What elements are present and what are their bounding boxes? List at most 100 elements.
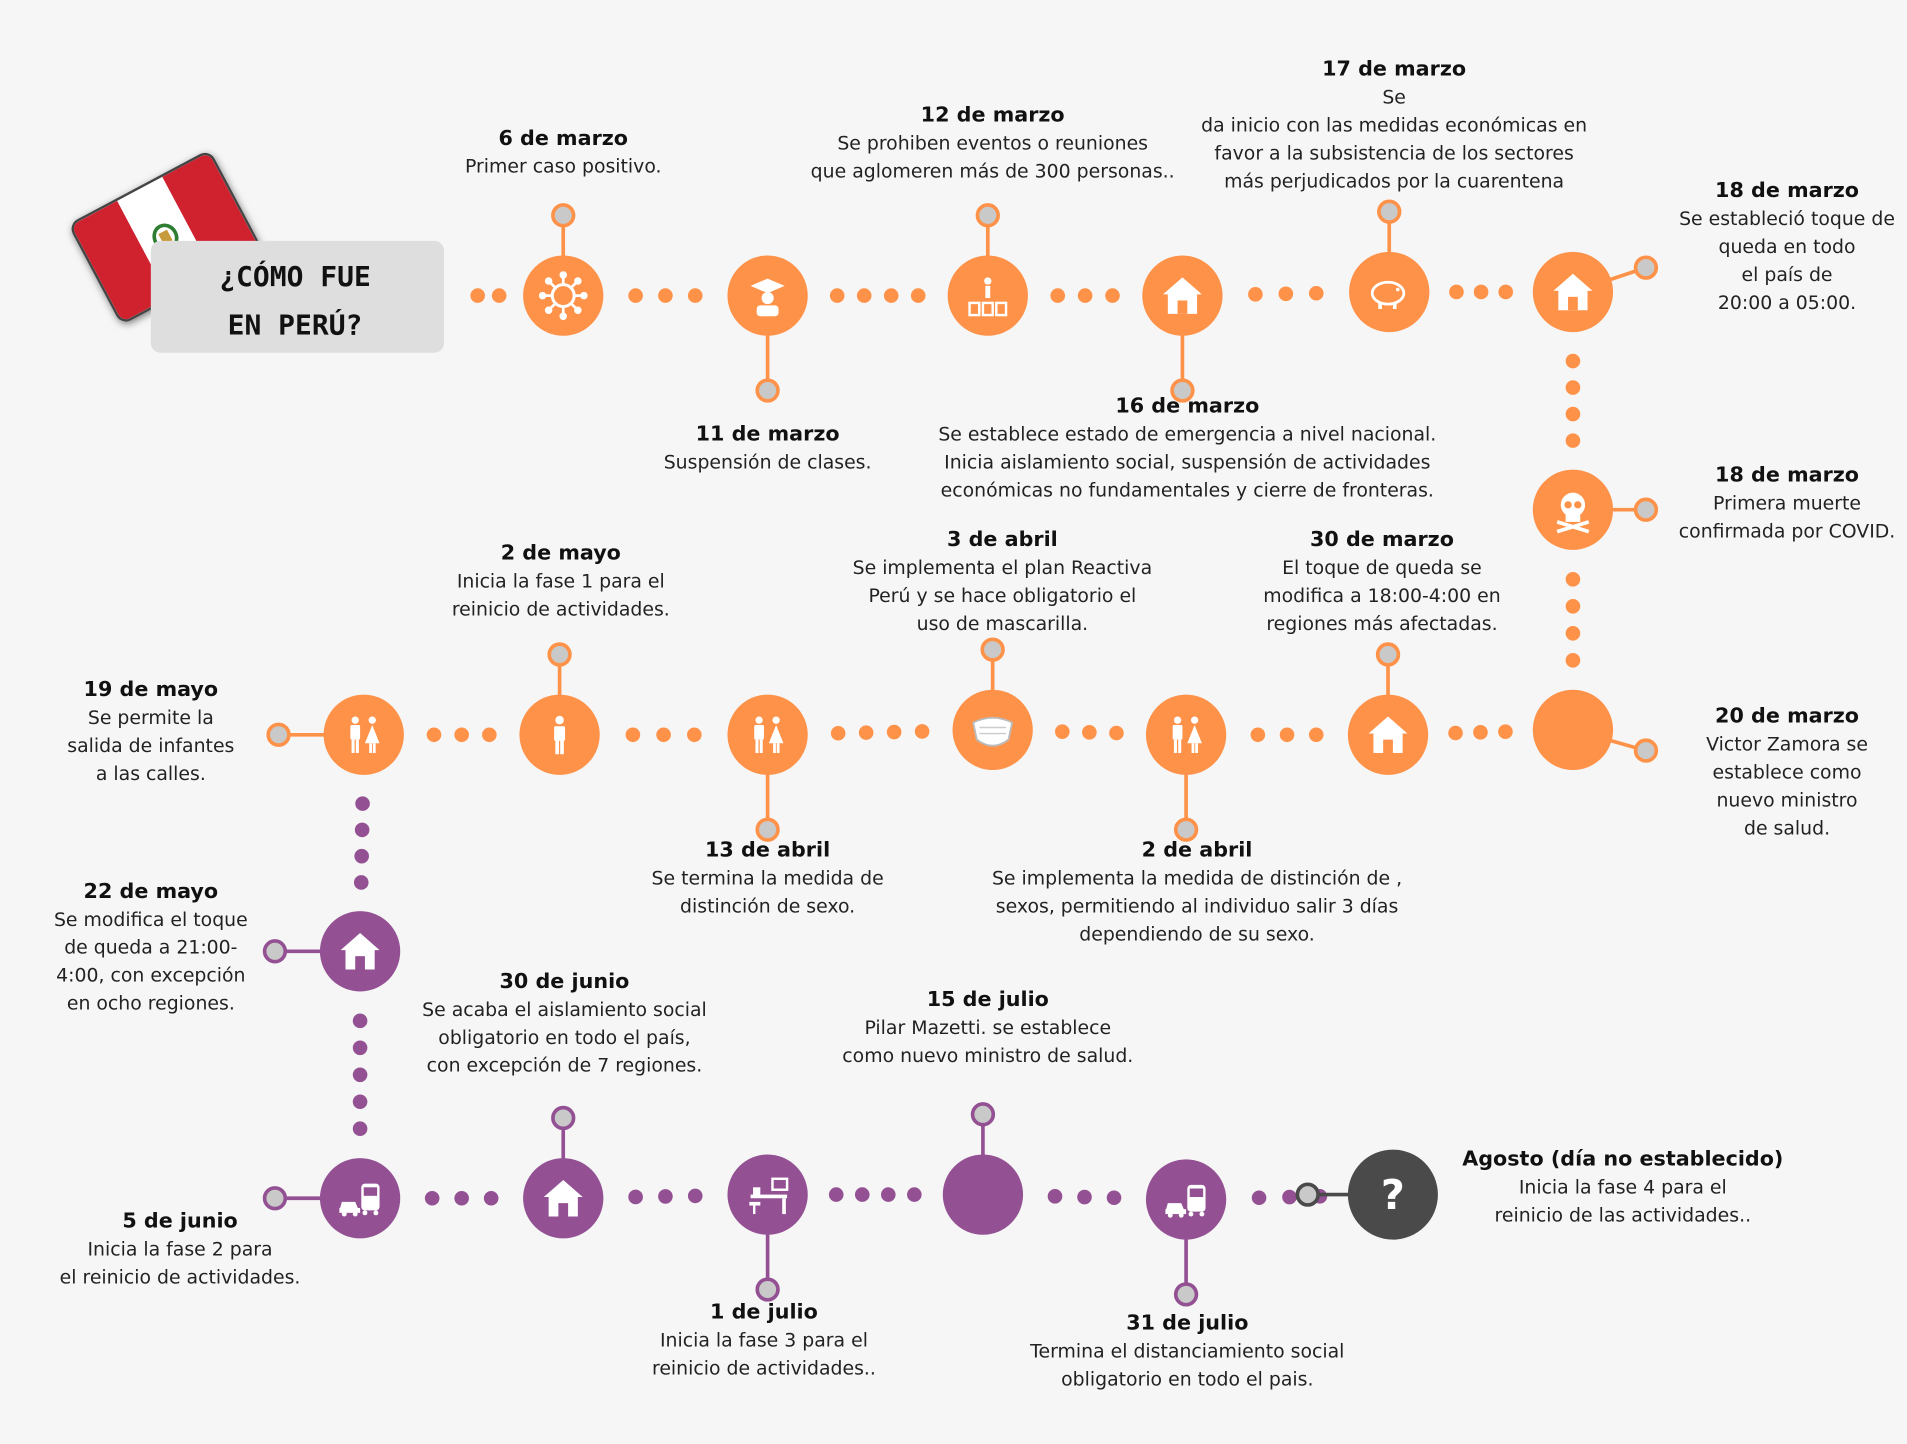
graduate-icon [750,278,785,317]
event-label: Agosto (día no establecido) Inicia la fas… [1459,1146,1787,1230]
event-text: Se prohiben eventos o reuniones que aglo… [810,132,1175,183]
event-text: Se da inicio con las medidas económicas … [1201,86,1588,193]
timeline-node [942,1154,1024,1235]
event-label: 3 de abril Se implementa el plan Reactiva… [820,527,1185,639]
event-text: Primera muerte confirmada por COVID. [1678,492,1896,543]
speaker-crowd-icon [968,277,1008,317]
event-label: 22 de mayo Se modifica el toque de queda … [29,878,272,1018]
timeline-node [1142,255,1223,336]
connector-dot [483,1190,499,1206]
event-date: Agosto (día no establecido) [1462,1147,1784,1172]
connector-dot [1055,724,1070,739]
timeline-node [1145,1159,1227,1240]
event-date: 16 de marzo [1115,394,1260,419]
event-date: 31 de julio [1126,1311,1249,1336]
connector-dot [1565,406,1581,422]
connector-dot [658,288,673,303]
event-label: 18 de marzo Se estableció toque de queda … [1659,178,1907,318]
event-label: 31 de julio Termina el distanciamiento so… [1005,1310,1370,1394]
timeline-node [1347,694,1429,775]
connector-dot [454,727,469,743]
timeline-pin [1295,1182,1320,1207]
timeline-node [1349,251,1430,333]
office-desk-icon [749,1177,789,1215]
connector-dot [858,725,874,740]
title-box [150,240,445,353]
timeline-pin [1633,255,1659,280]
event-label: 18 de marzo Primera muerte confirmada por… [1659,462,1907,546]
timeline-pin [1173,817,1199,842]
event-label: 2 de abril Se implementa la medida de dis… [942,837,1453,949]
svg-text:?: ? [1381,1171,1405,1219]
connector-dot [907,1187,922,1202]
connector-dot [625,727,641,743]
connector-dot [352,1013,368,1029]
event-date: 19 de mayo [83,677,219,702]
event-label: 1 de julio Inicia la fase 3 para el reini… [612,1299,916,1383]
timeline-node [727,255,808,336]
connector-dot [1047,1189,1063,1204]
timeline-node [952,689,1033,771]
event-text: Inicia la fase 3 para el reinicio de act… [651,1329,876,1380]
connector-dot [1565,433,1581,448]
connector-dot [1279,727,1295,743]
timeline-node [1145,694,1227,775]
event-label: 6 de marzo Primer caso positivo. [405,125,721,181]
event-label: 19 de mayo Se permite la salida de infant… [29,676,272,788]
connector-dot [910,288,926,303]
event-text: Se implementa el plan Reactiva Perú y se… [852,557,1153,636]
page-title: ¿CÓMO FUE EN PERÚ? [219,261,371,342]
timeline-node [519,694,600,775]
timeline-node [323,694,404,775]
connector-dot [1250,727,1266,743]
house-icon [340,933,380,970]
event-label: 11 de marzo Suspensión de clases. [622,421,914,477]
connector-dot [1308,285,1324,301]
event-text: Se termina la medida de distinción de se… [651,867,884,918]
timeline-pin [1170,378,1195,403]
event-label: 12 de marzo Se prohiben eventos o reunion… [792,102,1193,186]
timeline-pin [755,378,780,403]
house-icon [1162,277,1202,314]
event-date: 6 de marzo [498,126,629,151]
connector-dot [454,1190,469,1206]
timeline-pin [1633,738,1659,763]
event-date: 1 de julio [710,1300,818,1325]
event-date: 13 de abril [705,838,831,863]
connector-dot [1248,287,1263,302]
event-date: 12 de marzo [920,103,1065,128]
connector-dot [352,1121,368,1137]
connector-dot [856,288,872,303]
connector-dot [828,1187,844,1202]
event-text: Pilar Mazetti. se establece como nuevo m… [842,1016,1134,1067]
connector-dot [355,796,370,811]
connector-dot [353,875,369,890]
connector-dot [352,1067,368,1083]
connector-dot [354,822,370,838]
timeline-node [947,255,1028,336]
connector-dot [656,727,671,743]
connector-dot [1498,284,1514,300]
connector-dot [354,848,369,864]
connector-dot [829,288,845,303]
event-label: 16 de marzo Se establece estado de emerge… [901,393,1473,505]
connector-dot [352,1094,368,1110]
event-label: 20 de marzo Victor Zamora se establece co… [1665,703,1907,843]
connector-dot [1077,288,1093,303]
timeline-node [727,1154,808,1235]
connector-dot [886,724,902,740]
event-text: Se permite la salida de infantes a las c… [67,706,235,785]
connector-dot [1308,727,1324,743]
event-label: 5 de junio Inicia la fase 2 para el reini… [34,1208,326,1292]
event-text: El toque de queda se modifica a 18:00-4:… [1263,557,1501,636]
connector-dot [1473,284,1489,300]
man-woman-icon [1172,716,1202,754]
connector-dot [1498,724,1513,739]
skull-icon [1556,492,1590,534]
connector-dot [687,727,702,743]
car-bus-icon [1165,1184,1206,1218]
connector-dot [1106,1190,1122,1206]
connector-dot [854,1187,870,1202]
event-text: Se establece estado de emergencia a nive… [938,423,1437,502]
event-date: 30 de junio [499,969,630,994]
